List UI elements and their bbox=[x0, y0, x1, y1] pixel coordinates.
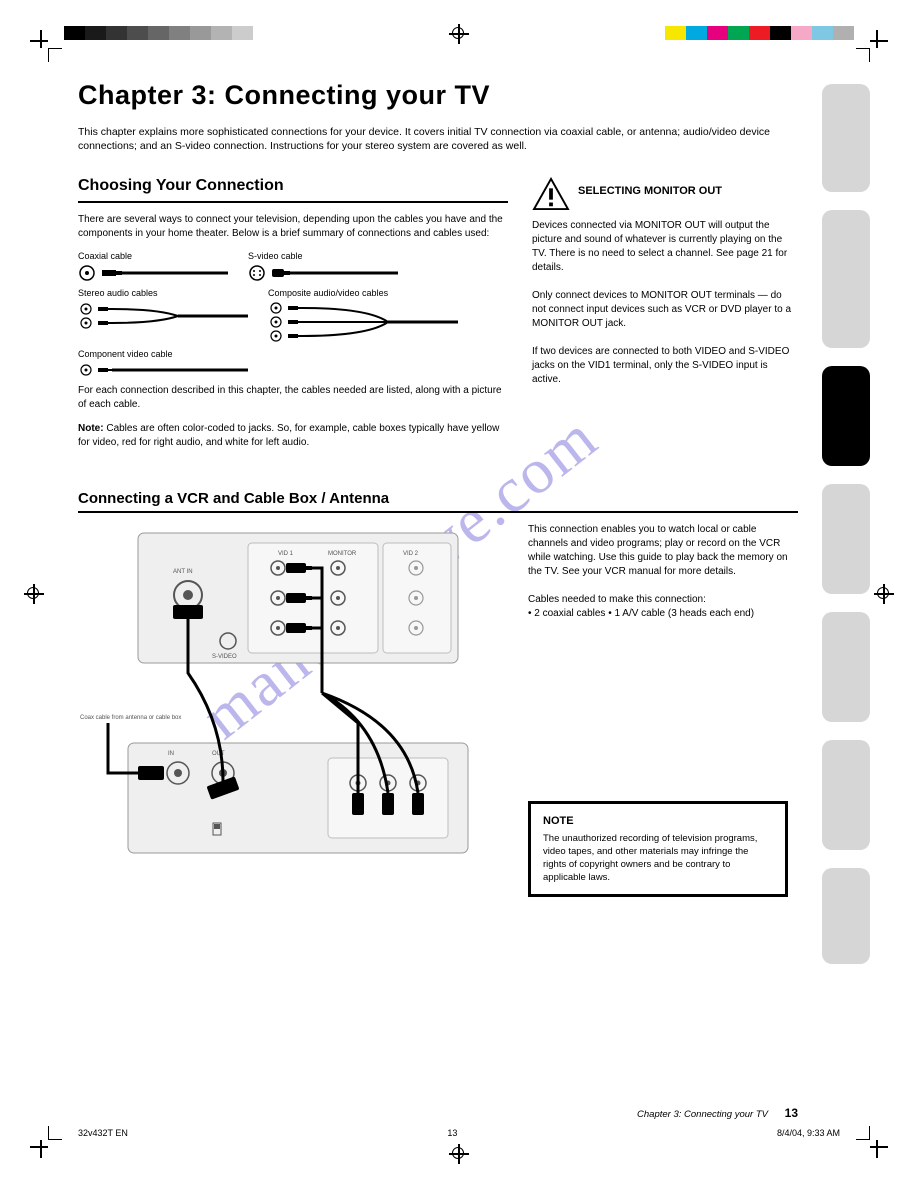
diagram-body: This connection enables you to watch loc… bbox=[528, 523, 788, 621]
page-content: Chapter 3: Connecting your TV This chapt… bbox=[78, 80, 798, 897]
chapter-title: Chapter 3: Connecting your TV bbox=[78, 80, 798, 111]
connection-diagram: ANT IN S-VIDEO VID 1 MONITOR bbox=[78, 523, 498, 863]
registration-mark bbox=[449, 24, 469, 44]
registration-mark bbox=[24, 584, 44, 604]
section-underline bbox=[78, 511, 798, 513]
section-tab bbox=[822, 484, 870, 594]
crop-mark bbox=[22, 1140, 48, 1166]
section-tab bbox=[822, 366, 870, 466]
section-tab bbox=[822, 84, 870, 192]
svg-text:ANT IN: ANT IN bbox=[173, 569, 193, 575]
cable-list: Coaxial cable S-video cable Stereo audio… bbox=[78, 251, 508, 377]
footer-date: 8/4/04, 9:33 AM bbox=[777, 1128, 840, 1138]
cable-coax: Coaxial cable bbox=[78, 251, 228, 282]
section-tab bbox=[822, 210, 870, 348]
chapter-lead: This chapter explains more sophisticated… bbox=[78, 125, 778, 153]
section-underline bbox=[78, 201, 508, 203]
grayscale-calibration-bar bbox=[64, 26, 274, 40]
color-calibration-bar bbox=[665, 26, 854, 40]
section-tabs bbox=[822, 84, 870, 964]
svg-text:VID 1: VID 1 bbox=[278, 551, 294, 557]
cable-stereo: Stereo audio cables bbox=[78, 288, 248, 331]
note-title: NOTE bbox=[543, 814, 773, 829]
warning-icon bbox=[532, 177, 570, 211]
crop-mark bbox=[870, 22, 896, 48]
footer-page-meta: 13 bbox=[447, 1128, 457, 1138]
crop-mark bbox=[22, 22, 48, 48]
choosing-body: There are several ways to connect your t… bbox=[78, 213, 508, 241]
footer: 32v432T EN 13 8/4/04, 9:33 AM bbox=[78, 1128, 840, 1138]
section-tab bbox=[822, 868, 870, 964]
svg-text:OUT: OUT bbox=[212, 751, 225, 757]
section-tab bbox=[822, 612, 870, 722]
diagram-title: Connecting a VCR and Cable Box / Antenna bbox=[78, 490, 798, 507]
svg-text:S-VIDEO: S-VIDEO bbox=[212, 654, 237, 660]
note-body: The unauthorized recording of television… bbox=[543, 833, 773, 884]
registration-mark bbox=[449, 1144, 469, 1164]
section-tab bbox=[822, 740, 870, 850]
svg-text:Coax cable from antenna or cab: Coax cable from antenna or cable box bbox=[80, 715, 181, 721]
cable-svideo: S-video cable bbox=[248, 251, 398, 282]
cable-component: Component video cable bbox=[78, 349, 248, 378]
svg-text:IN: IN bbox=[168, 751, 174, 757]
warn-heading: SELECTING MONITOR OUT bbox=[578, 185, 722, 197]
page-number: 13 bbox=[785, 1106, 798, 1120]
svg-text:MONITOR: MONITOR bbox=[328, 551, 357, 557]
footer-file: 32v432T EN bbox=[78, 1128, 128, 1138]
footer-chapter: Chapter 3: Connecting your TV bbox=[637, 1109, 768, 1120]
warn-body: Devices connected via MONITOR OUT will o… bbox=[532, 219, 792, 387]
section-title-choosing: Choosing Your Connection bbox=[78, 177, 508, 195]
note-box: NOTE The unauthorized recording of telev… bbox=[528, 801, 788, 898]
choosing-after: For each connection described in this ch… bbox=[78, 384, 508, 412]
cable-composite: Composite audio/video cables bbox=[268, 288, 458, 343]
registration-mark bbox=[874, 584, 894, 604]
choosing-note: Note: Cables are often color-coded to ja… bbox=[78, 422, 508, 450]
svg-text:VID 2: VID 2 bbox=[403, 551, 419, 557]
crop-mark bbox=[870, 1140, 896, 1166]
